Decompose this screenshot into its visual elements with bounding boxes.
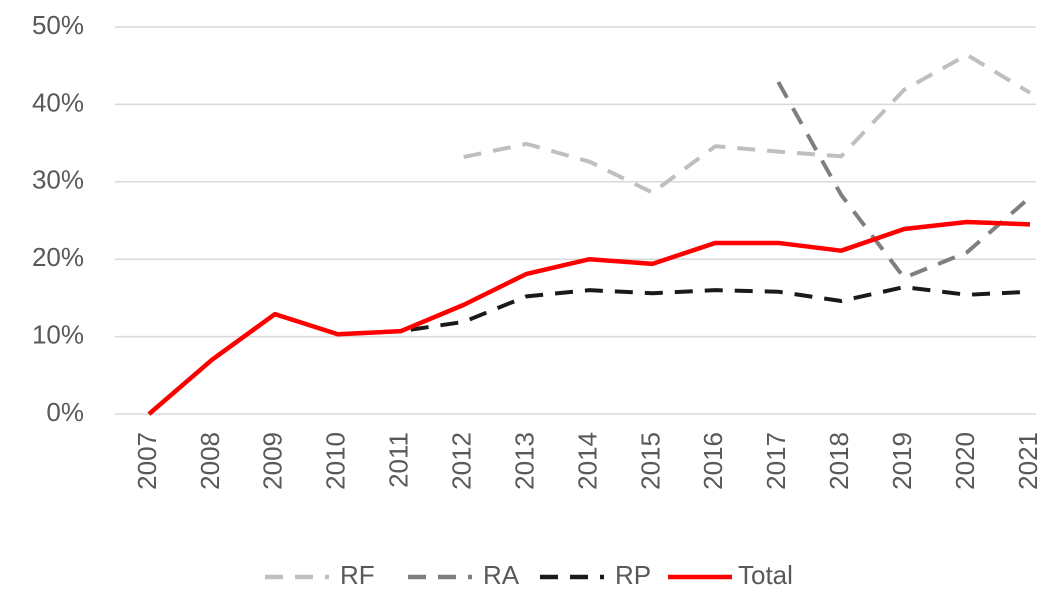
y-tick-label: 30% [32, 165, 84, 195]
y-tick-label: 20% [32, 242, 84, 272]
x-tick-label: 2012 [447, 432, 477, 490]
series-line [147, 285, 1031, 416]
x-tick-label: 2016 [698, 432, 728, 490]
y-tick-label: 40% [32, 87, 84, 117]
x-tick-label: 2007 [132, 432, 162, 490]
y-tick-label: 50% [32, 10, 84, 40]
legend-label: RA [483, 560, 520, 590]
x-tick-label: 2013 [509, 432, 539, 490]
x-tick-label: 2015 [635, 432, 665, 490]
x-tick-label: 2008 [195, 432, 225, 490]
legend-label: RP [615, 560, 651, 590]
legend-label: Total [738, 560, 793, 590]
x-tick-label: 2021 [1013, 432, 1039, 490]
x-tick-label: 2020 [950, 432, 980, 490]
x-tick-label: 2017 [761, 432, 791, 490]
legend-label: RF [340, 560, 375, 590]
series-line [147, 219, 1031, 416]
x-tick-label: 2014 [572, 432, 602, 490]
y-tick-label: 10% [32, 319, 84, 349]
y-tick-label: 0% [46, 397, 84, 427]
x-tick-label: 2018 [824, 432, 854, 490]
x-tick-label: 2010 [321, 432, 351, 490]
x-tick-label: 2011 [384, 432, 414, 488]
series-line [463, 52, 1032, 195]
x-tick-label: 2019 [887, 432, 917, 490]
x-tick-label: 2009 [258, 432, 288, 490]
